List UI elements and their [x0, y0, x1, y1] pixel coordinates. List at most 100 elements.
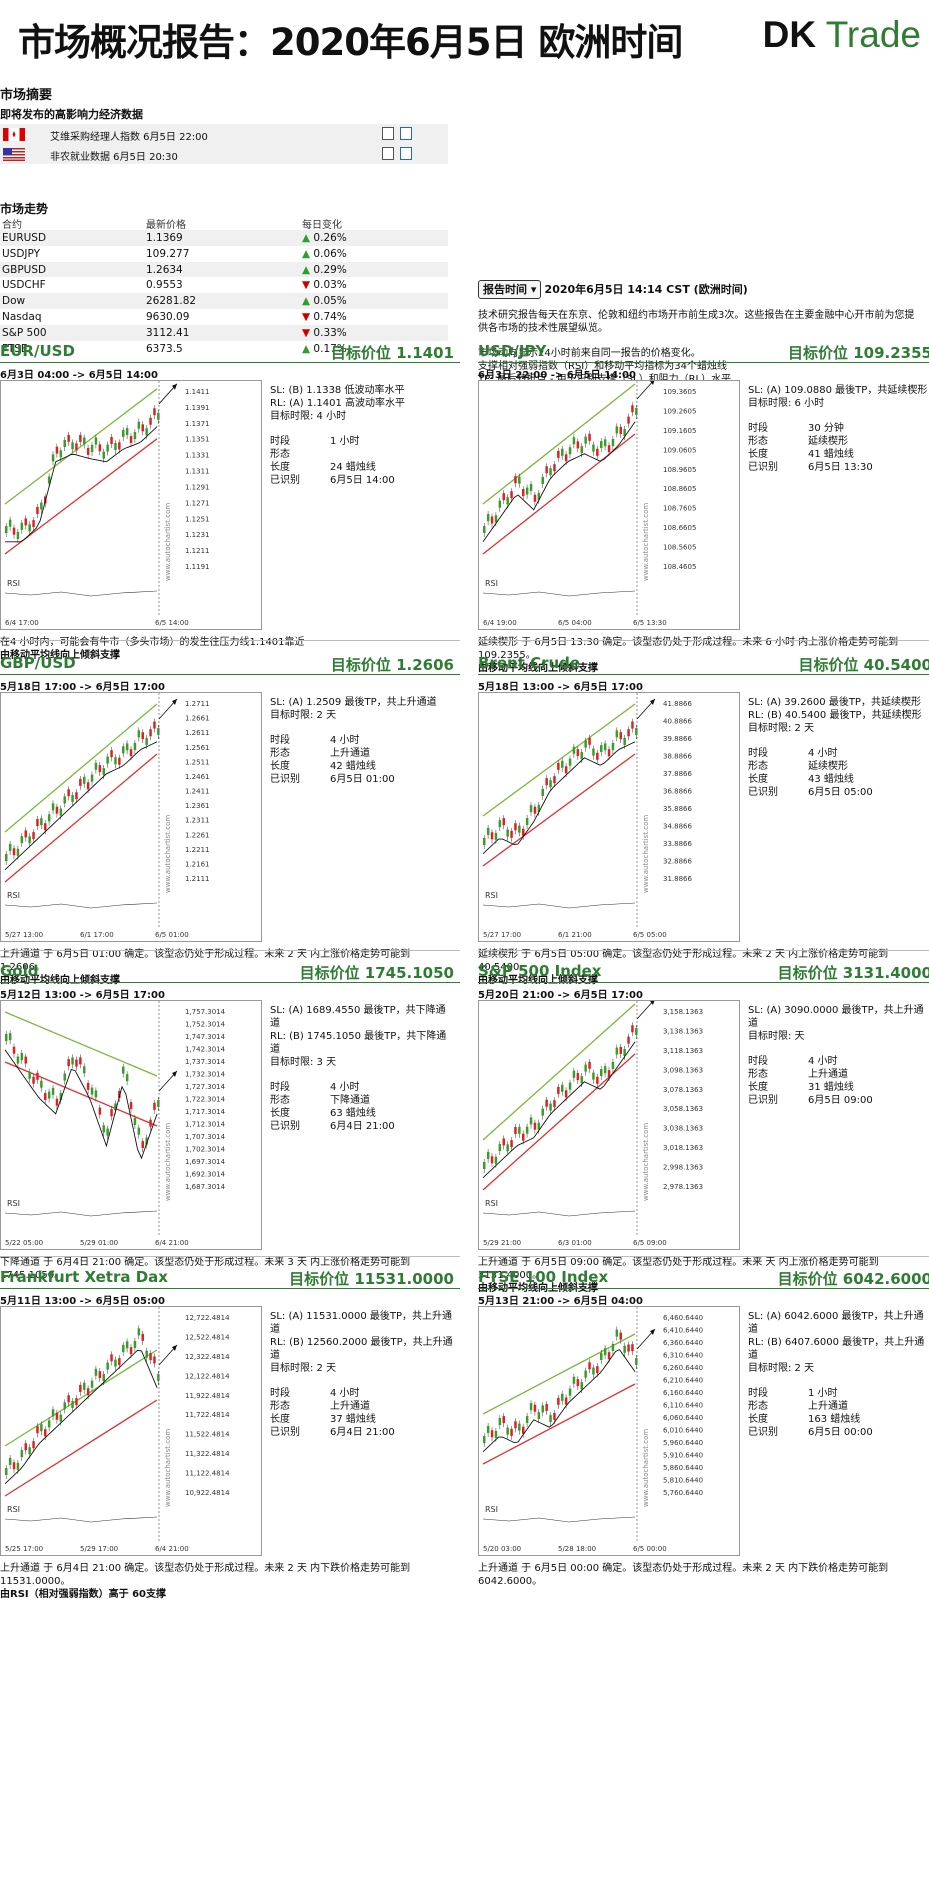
y-tick-label: 1.2561: [185, 744, 210, 752]
y-tick-label: 11,722.4814: [185, 1411, 230, 1419]
y-tick-label: 12,122.4814: [185, 1372, 230, 1380]
y-tick-label: 1,712.3014: [185, 1121, 226, 1129]
instrument-title[interactable]: EUR/USD: [0, 342, 75, 360]
target-price: 目标价位 3131.4000: [777, 964, 929, 982]
y-tick-label: 6,360.6440: [663, 1339, 703, 1347]
period-value: 4 小时: [330, 735, 360, 746]
pattern-value: 延续楔形: [808, 436, 848, 447]
chart-frame: RSI www.autochartist.com 3,158.1363 3,138…: [478, 998, 741, 1251]
rsi-line: [4, 1210, 158, 1217]
x-tick-label: 6/5 13:30: [633, 619, 667, 627]
y-tick-label: 1,747.3014: [185, 1033, 226, 1041]
report-time-dropdown[interactable]: 报告时间 ▾: [478, 280, 542, 299]
y-tick-label: 1.2161: [185, 860, 210, 868]
y-tick-label: 3,118.1363: [663, 1047, 703, 1055]
trend-table-row: GBPUSD 1.2634 ▲ 0.29%: [0, 261, 448, 278]
pattern-description: 在4 小时内，可能会有牛市（多头市场）的发生往压力线1.1401靠近 由移动平均…: [0, 636, 458, 662]
sl-level: SL: (A) 3090.0000 最後TP，共上升通道: [748, 1005, 924, 1029]
event-text: 非农就业数据 6月5日 20:30: [50, 152, 178, 163]
y-tick-label: 11,522.4814: [185, 1431, 230, 1439]
identified-value: 6月4日 21:00: [330, 1427, 395, 1438]
resistance-line: [482, 383, 636, 505]
length-value: 41 蜡烛线: [808, 449, 854, 460]
price-chart[interactable]: RSI www.autochartist.com 12,722.4814 12,5…: [1, 1307, 263, 1557]
trend-table-row: EURUSD 1.1369 ▲ 0.26%: [0, 230, 448, 246]
daily-change: ▲ 0.29%: [302, 263, 347, 276]
price-chart[interactable]: RSI www.autochartist.com 1,757.3014 1,752…: [1, 1001, 263, 1251]
length-value: 31 蜡烛线: [808, 1082, 854, 1093]
events-heading: 即将发布的高影响力经济数据: [0, 108, 143, 121]
calendar-icon[interactable]: [382, 127, 394, 140]
price-chart[interactable]: RSI www.autochartist.com 109.3605 109.260…: [479, 378, 741, 631]
y-tick-label: 1.1411: [185, 388, 210, 396]
pattern-info: SL: (A) 109.0880 最後TP，共延续楔形 目标时限: 6 小时 时…: [748, 384, 929, 474]
market-trend-heading: 市场走势: [0, 202, 49, 216]
price-chart[interactable]: RSI www.autochartist.com 6,460.6440 6,410…: [479, 1307, 741, 1557]
x-tick-label: 6/1 17:00: [80, 931, 114, 939]
y-tick-label: 1.2661: [185, 715, 210, 723]
date-range: 5月18日 13:00 -> 6月5日 17:00: [478, 682, 643, 693]
instrument-title[interactable]: FTSE 100 Index: [478, 1268, 609, 1286]
chart-frame: RSI www.autochartist.com 1,757.3014 1,752…: [0, 1000, 262, 1250]
contract-name: S&P 500: [2, 326, 47, 339]
y-tick-label: 6,060.6440: [663, 1414, 703, 1422]
report-header: 市场概况报告：2020年6月5日 欧洲时间 DK Trade: [0, 0, 929, 75]
rsi-label: RSI: [7, 1505, 20, 1514]
y-tick-label: 1,692.3014: [185, 1171, 226, 1179]
last-price: 3112.41: [146, 326, 190, 339]
rl-level: RL: (B) 1745.1050 最後TP，共下降通道: [270, 1031, 447, 1055]
sl-level: SL: (A) 1689.4550 最後TP，共下降通道: [270, 1005, 446, 1029]
price-chart[interactable]: RSI www.autochartist.com 1.1411 1.1391 1.1…: [1, 381, 263, 631]
y-tick-label: 3,038.1363: [663, 1125, 703, 1133]
brand-logo[interactable]: DK Trade: [762, 14, 921, 55]
instrument-title[interactable]: USD/JPY: [478, 342, 547, 360]
instrument-title[interactable]: Brent Crude: [478, 654, 581, 672]
calendar-icon[interactable]: [382, 147, 394, 160]
y-tick-label: 6,110.6440: [663, 1402, 703, 1410]
pattern-description: 上升通道 于 6月5日 00:00 确定。该型态仍处于形成过程。未来 2 天 内…: [478, 1563, 889, 1587]
date-range: 5月18日 17:00 -> 6月5日 17:00: [0, 682, 165, 693]
moving-average-line: [482, 741, 636, 855]
length-label: 长度: [270, 761, 290, 772]
rsi-line: [482, 1210, 636, 1217]
target-limit: 目标时限: 天: [748, 1031, 805, 1042]
last-price: 0.9553: [146, 279, 183, 292]
calendar-add-icon[interactable]: [400, 127, 412, 140]
price-chart[interactable]: RSI www.autochartist.com 3,158.1363 3,138…: [479, 998, 741, 1251]
y-tick-label: 1.1331: [185, 452, 210, 460]
instrument-title[interactable]: S&P 500 Index: [478, 962, 602, 980]
instrument-title[interactable]: GBP/USD: [0, 654, 76, 672]
sl-level: SL: (A) 6042.6000 最後TP，共上升通道: [748, 1311, 924, 1335]
rsi-line: [4, 590, 158, 597]
pattern-info: SL: (A) 1.2509 最後TP，共上升通道 目标时限: 2 天 时段 4 …: [270, 696, 455, 786]
support-note: 由移动平均线向上倾斜支撑: [478, 663, 598, 674]
price-chart[interactable]: RSI www.autochartist.com 41.8866 40.8866 3…: [479, 693, 741, 943]
daily-change: ▲ 0.17%: [302, 342, 347, 355]
resistance-line: [4, 1349, 158, 1447]
instrument-title[interactable]: Frankfurt Xetra Dax: [0, 1268, 168, 1286]
trend-table-row: USDCHF 0.9553 ▼ 0.03%: [0, 277, 448, 293]
y-tick-label: 108.9605: [663, 466, 696, 474]
target-limit: 目标时限: 2 天: [748, 723, 815, 734]
target-price: 目标价位 6042.6000: [777, 1270, 929, 1288]
y-tick-label: 108.4605: [663, 563, 696, 571]
y-tick-label: 1.2711: [185, 700, 210, 708]
date-range: 5月12日 13:00 -> 6月5日 17:00: [0, 990, 165, 1001]
rl-level: RL: (B) 6407.6000 最後TP，共上升通道: [748, 1337, 925, 1361]
pattern-label: 形态: [748, 761, 768, 772]
pattern-label: 形态: [748, 436, 768, 447]
pattern-label: 形态: [748, 1069, 768, 1080]
daily-change: ▲ 0.06%: [302, 247, 347, 260]
y-tick-label: 1,702.3014: [185, 1146, 226, 1154]
calendar-add-icon[interactable]: [400, 147, 412, 160]
y-tick-label: 11,922.4814: [185, 1392, 230, 1400]
x-tick-label: 6/5 04:00: [558, 619, 592, 627]
arrow-up-icon: ▲: [302, 247, 311, 260]
target-limit: 目标时限: 2 天: [270, 1363, 337, 1374]
y-tick-label: 1.1251: [185, 515, 210, 523]
support-note: 由移动平均线向上倾斜支撑: [478, 975, 598, 986]
instrument-title[interactable]: Gold: [0, 962, 39, 980]
pattern-label: 形态: [270, 449, 290, 460]
x-tick-label: 5/27 17:00: [483, 931, 521, 939]
price-chart[interactable]: RSI www.autochartist.com 1.2711 1.2661 1.2…: [1, 693, 263, 943]
